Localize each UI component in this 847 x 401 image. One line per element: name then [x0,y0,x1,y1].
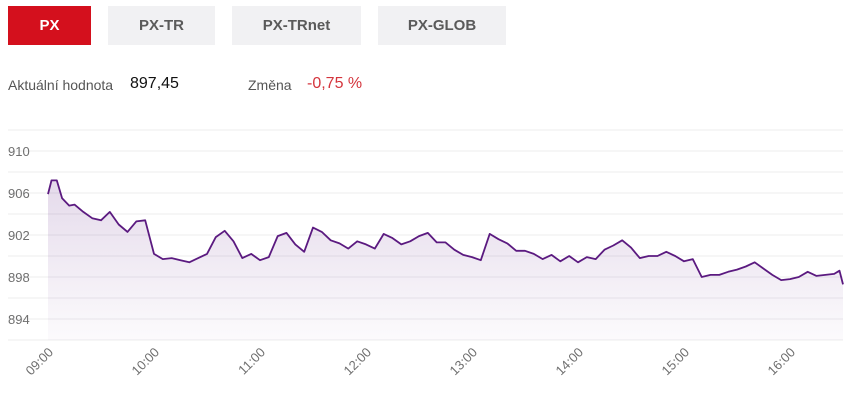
tab-px-trnet[interactable]: PX-TRnet [232,6,361,45]
current-value-label: Aktuální hodnota [8,77,114,93]
price-area [48,180,843,340]
x-tick-label: 09:00 [23,345,57,379]
change-value: -0,75 % [307,75,363,92]
y-tick-label: 898 [8,270,30,285]
tab-px-glob[interactable]: PX-GLOB [378,6,506,45]
current-value: 897,45 [130,75,179,92]
price-line [47,179,844,285]
x-tick-label: 12:00 [341,345,375,379]
index-stats: Aktuální hodnota 897,45 Změna -0,75 % [8,75,608,95]
x-tick-label: 15:00 [659,345,693,379]
x-tick-label: 10:00 [129,345,163,379]
px-index-chart: 910 906 902 898 894 09:00 10:00 11:00 12:00 13:0… [8,129,844,379]
y-tick-label: 902 [8,228,30,243]
x-tick-label: 11:00 [235,345,268,378]
change-label: Změna [248,77,292,93]
tab-px-tr[interactable]: PX-TR [108,6,215,45]
x-tick-label: 13:00 [447,345,481,379]
x-axis-ticks: 09:00 10:00 11:00 12:00 13:00 14:00 15:00 16:00 [23,345,799,379]
y-axis-ticks: 910 906 902 898 894 [8,144,30,327]
index-tabs: PX PX-TR PX-TRnet PX-GLOB [8,6,506,45]
y-tick-label: 910 [8,144,30,159]
x-tick-label: 16:00 [765,345,799,379]
y-tick-label: 906 [8,186,30,201]
x-tick-label: 14:00 [553,345,587,379]
tab-px[interactable]: PX [8,6,91,45]
y-tick-label: 894 [8,312,30,327]
